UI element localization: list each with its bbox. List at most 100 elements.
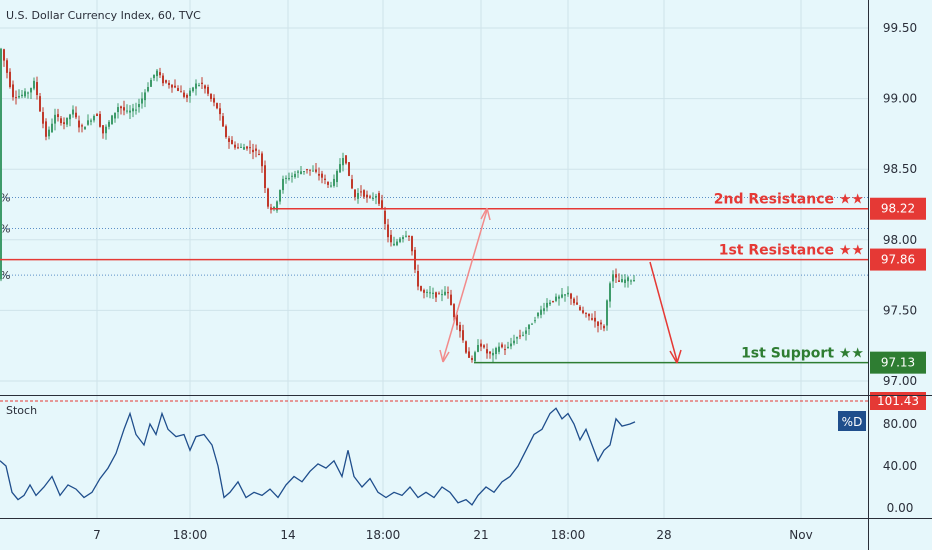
candle-body [126, 110, 128, 112]
candle-body [129, 110, 131, 113]
candles [0, 47, 635, 363]
candle-body [507, 346, 509, 348]
candle-body [267, 188, 269, 207]
stoch-tick-label: 40.00 [883, 459, 917, 473]
candle-body [210, 93, 212, 100]
candle-body [441, 294, 443, 296]
candle-body [192, 87, 194, 92]
candle-body [264, 165, 266, 189]
candle-body [30, 88, 32, 93]
candle-body [42, 112, 44, 124]
candle-body [138, 104, 140, 108]
candle-body [387, 224, 389, 238]
candle-body [345, 155, 347, 164]
price-axis: 99.50 99.00 98.50 98.00 97.50 97.00 80.00 40.00… [883, 21, 917, 515]
stoch-legend-badge[interactable] [838, 411, 866, 431]
candle-body [231, 139, 233, 145]
y-tick-label: 98.00 [883, 233, 917, 247]
candle-body [261, 153, 263, 167]
candle-body [93, 115, 95, 121]
stoch-tick-label: 80.00 [883, 417, 917, 431]
candle-body [84, 126, 86, 130]
candle-body [27, 92, 29, 94]
candle-body [189, 90, 191, 97]
candle-body [135, 109, 137, 111]
candle-body [351, 179, 353, 189]
stoch-legend-label: %D [842, 415, 863, 429]
candle-body [492, 352, 494, 356]
candle-body [585, 312, 587, 314]
candle-body [114, 112, 116, 119]
candle-body [180, 91, 182, 93]
candle-body [294, 173, 296, 178]
candle-body [78, 120, 80, 128]
candle-body [360, 191, 362, 193]
candle-body [447, 292, 449, 294]
fib-label: % [0, 269, 10, 282]
candle-body [216, 103, 218, 109]
time-axis [0, 518, 932, 550]
candle-body [18, 96, 20, 98]
candle-body [417, 271, 419, 287]
level-label: 2nd Resistance ★★ [714, 192, 864, 208]
candle-body [570, 293, 572, 299]
candle-body [201, 82, 203, 84]
candle-body [9, 71, 11, 87]
candle-body [582, 310, 584, 313]
candle-body [324, 178, 326, 180]
candle-body [207, 86, 209, 94]
candle-body [333, 178, 335, 186]
candle-body [486, 349, 488, 354]
candle-body [285, 177, 287, 179]
candle-body [279, 190, 281, 202]
x-tick-label: 14 [280, 528, 295, 542]
fib-lines: %%% [0, 191, 868, 282]
candle-body [306, 169, 308, 171]
candle-body [456, 314, 458, 326]
candle-body [633, 280, 635, 282]
candle-body [597, 321, 599, 326]
candle-body [108, 121, 110, 127]
candle-body [630, 280, 632, 282]
candle-body [237, 147, 239, 149]
candle-body [438, 293, 440, 295]
candle-body [396, 241, 398, 246]
candle-body [495, 347, 497, 355]
candle-body [75, 112, 77, 118]
candle-body [609, 283, 611, 302]
candle-body [444, 291, 446, 295]
candle-body [90, 120, 92, 122]
y-tick-label: 98.50 [883, 162, 917, 176]
candle-body [555, 296, 557, 301]
candle-body [330, 185, 332, 187]
candle-body [243, 147, 245, 150]
candle-body [408, 235, 410, 237]
candle-body [558, 296, 560, 299]
candle-body [522, 334, 524, 336]
x-tick-label: 28 [656, 528, 671, 542]
candle-body [12, 84, 14, 98]
candle-body [273, 206, 275, 209]
candle-body [576, 302, 578, 305]
candle-body [96, 114, 98, 117]
candle-body [531, 323, 533, 325]
y-tick-label: 97.00 [883, 374, 917, 388]
candle-body [525, 330, 527, 334]
candle-body [54, 114, 56, 124]
candle-body [63, 122, 65, 125]
candle-body [177, 88, 179, 91]
candle-body [45, 121, 47, 137]
candle-body [24, 91, 26, 97]
candle-body [357, 193, 359, 199]
candle-body [519, 335, 521, 337]
candle-body [69, 114, 71, 120]
candle-body [204, 85, 206, 89]
candle-body [141, 98, 143, 104]
range-arrow-head-up [480, 207, 491, 221]
candle-body [147, 87, 149, 92]
candle-body [123, 107, 125, 111]
candle-body [150, 79, 152, 87]
candle-body [153, 74, 155, 79]
candle-body [300, 171, 302, 174]
level-label: 1st Resistance ★★ [719, 243, 864, 259]
